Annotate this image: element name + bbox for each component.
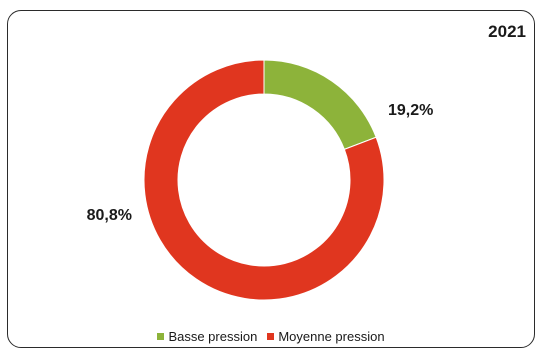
legend-item-basse-pression: Basse pression (157, 329, 257, 344)
legend-label-moyenne-pression: Moyenne pression (278, 329, 385, 344)
legend-item-moyenne-pression: Moyenne pression (267, 329, 385, 344)
legend: Basse pression Moyenne pression (0, 329, 542, 344)
chart-title: 2021 (488, 22, 526, 41)
data-label-basse-pression: 19,2% (388, 102, 433, 119)
legend-swatch-basse-pression (157, 333, 165, 340)
legend-swatch-moyenne-pression (267, 333, 275, 340)
donut-slices (143, 59, 385, 301)
legend-label-basse-pression: Basse pression (168, 329, 258, 344)
data-label-moyenne-pression: 80,8% (87, 207, 132, 224)
donut-slice-moyenne-pression (143, 59, 385, 301)
donut-slice-basse-pression (263, 59, 377, 150)
